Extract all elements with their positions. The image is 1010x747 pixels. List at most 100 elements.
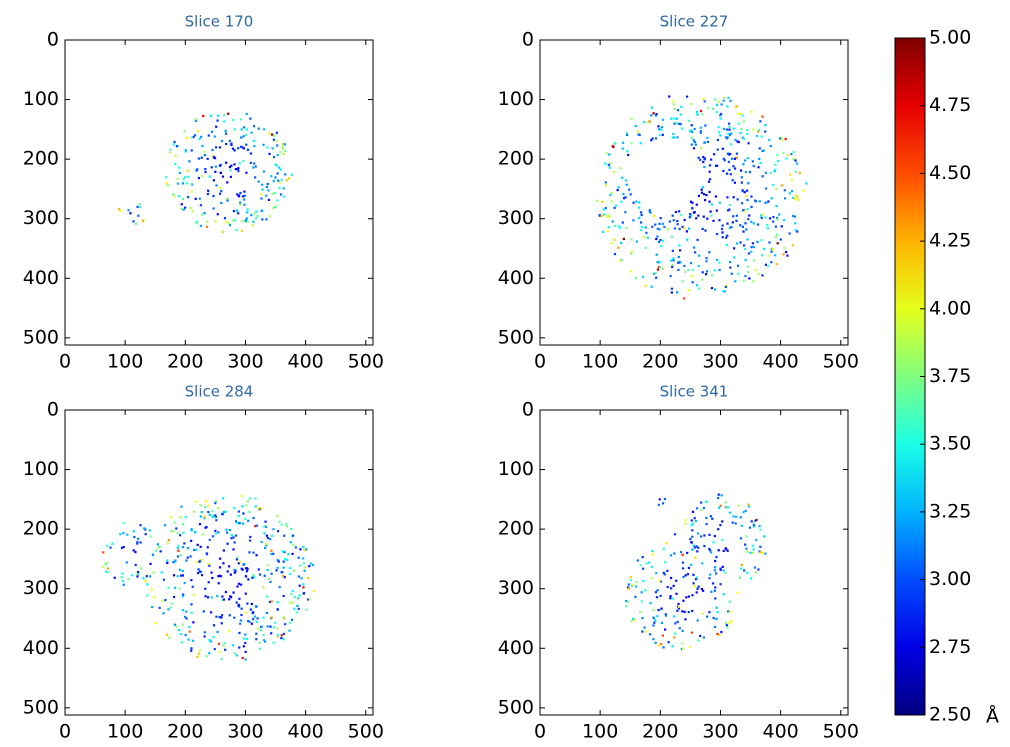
speckle xyxy=(625,131,628,134)
speckle xyxy=(187,638,190,641)
speckle xyxy=(705,256,708,260)
speckle xyxy=(794,229,797,232)
speckle xyxy=(658,579,661,582)
speckle xyxy=(226,542,229,545)
speckle xyxy=(741,136,744,139)
speckle xyxy=(257,627,260,630)
speckle xyxy=(204,170,207,174)
speckle xyxy=(217,642,220,645)
speckle xyxy=(299,548,302,551)
speckle xyxy=(708,170,711,173)
speckle xyxy=(627,153,630,157)
speckle xyxy=(625,605,628,608)
speckle xyxy=(696,113,699,116)
speckle xyxy=(137,214,140,217)
speckle xyxy=(214,515,218,519)
speckle xyxy=(235,229,238,232)
speckle xyxy=(721,224,724,227)
speckle xyxy=(701,227,704,230)
speckle xyxy=(272,138,275,141)
speckle xyxy=(275,131,278,134)
speckle xyxy=(121,579,125,583)
speckle xyxy=(767,264,770,268)
speckle xyxy=(690,130,694,134)
speckle xyxy=(197,176,201,180)
speckle xyxy=(288,629,291,632)
speckle xyxy=(742,511,745,514)
speckle xyxy=(710,203,713,206)
speckle xyxy=(166,559,169,562)
colorbar-tick-label: 3.50 xyxy=(929,433,971,455)
speckle xyxy=(728,260,732,264)
speckle xyxy=(759,551,762,554)
speckle xyxy=(691,201,694,204)
speckle xyxy=(715,555,718,559)
speckle xyxy=(686,238,689,241)
speckle xyxy=(658,134,661,137)
speckle xyxy=(190,539,193,542)
speckle xyxy=(234,168,237,171)
speckle xyxy=(687,288,690,292)
speckle xyxy=(636,130,640,133)
speckle xyxy=(783,189,786,192)
speckle xyxy=(733,256,736,259)
speckle xyxy=(704,229,707,232)
x-tick-label: 200 xyxy=(642,351,678,373)
speckle xyxy=(689,538,692,541)
speckle xyxy=(781,184,784,187)
speckle xyxy=(139,541,142,544)
speckle xyxy=(196,129,200,133)
speckle xyxy=(694,577,698,581)
speckle xyxy=(705,516,708,520)
speckle xyxy=(125,561,128,564)
speckle xyxy=(240,229,244,233)
speckle xyxy=(678,244,681,247)
speckle xyxy=(176,575,179,578)
speckle xyxy=(176,182,180,185)
speckle xyxy=(285,558,289,561)
speckle xyxy=(223,217,227,220)
speckle xyxy=(691,281,694,284)
speckle xyxy=(750,220,753,223)
speckle xyxy=(745,547,748,550)
speckle xyxy=(254,605,258,608)
speckle xyxy=(671,265,674,269)
speckle xyxy=(225,161,228,164)
speckle xyxy=(214,500,217,503)
y-tick-label: 300 xyxy=(498,207,534,229)
speckle xyxy=(743,137,746,141)
speckle xyxy=(188,625,191,629)
speckle xyxy=(179,632,182,636)
speckle xyxy=(697,585,700,588)
speckle xyxy=(244,517,247,521)
speckle xyxy=(193,548,196,551)
speckle xyxy=(221,598,224,602)
speckle xyxy=(245,143,248,146)
speckle xyxy=(778,213,781,216)
speckle xyxy=(258,647,262,650)
speckle xyxy=(735,242,739,245)
speckle xyxy=(251,576,254,579)
speckle xyxy=(185,559,188,562)
speckle xyxy=(735,219,738,222)
speckle xyxy=(754,519,757,522)
speckle xyxy=(691,522,694,525)
speckle xyxy=(220,201,223,205)
speckle xyxy=(769,144,772,148)
speckle xyxy=(673,552,676,555)
speckle xyxy=(764,216,767,219)
speckle xyxy=(254,497,257,500)
speckle xyxy=(610,200,613,203)
speckle xyxy=(668,220,671,223)
speckle xyxy=(297,596,300,600)
speckle xyxy=(663,225,666,229)
speckle xyxy=(716,138,719,142)
speckle xyxy=(258,641,261,644)
speckle xyxy=(170,529,173,533)
speckle xyxy=(739,224,742,227)
speckle xyxy=(650,577,653,580)
speckle xyxy=(169,516,172,519)
speckle xyxy=(222,549,225,552)
speckle xyxy=(242,135,245,138)
speckle xyxy=(607,163,610,167)
